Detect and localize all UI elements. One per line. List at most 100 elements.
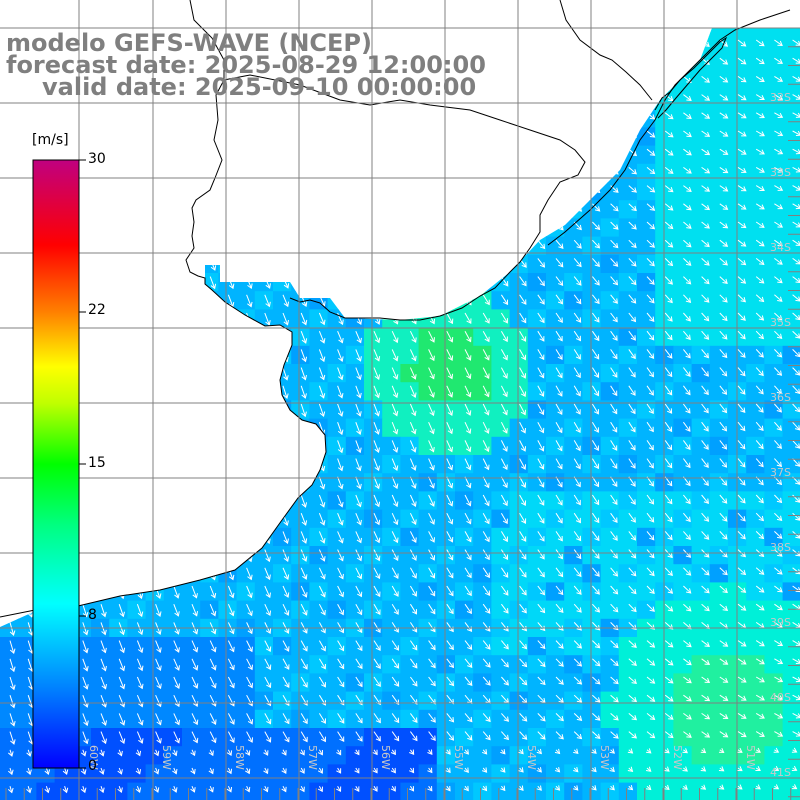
wind-cell [345,509,365,529]
wind-arrow [682,421,691,432]
wind-arrow [555,713,564,722]
wind-arrow [573,330,581,342]
wind-cell [618,564,638,583]
wind-cell [418,637,438,656]
wind-arrow [482,258,491,269]
wind-cell [673,418,693,438]
wind-arrow [409,203,418,214]
wind-cell [436,637,456,656]
wind-arrow [646,349,655,359]
wind-arrow [318,440,326,454]
wind-arrow [573,494,581,506]
wind-arrow [336,785,342,793]
wind-arrow [173,403,179,418]
wind-cell [673,36,693,56]
wind-arrow [792,621,800,628]
wind-arrow [355,112,363,124]
wind-cell [182,746,201,765]
wind-cell [764,291,784,310]
wind-arrow [555,367,563,379]
wind-arrow [391,603,399,615]
wind-arrow [118,149,126,162]
wind-arrow [9,567,16,582]
wind-arrow [482,713,491,723]
wind-arrow [191,367,198,382]
wind-cell [400,291,420,310]
wind-arrow [355,640,363,652]
wind-arrow [337,585,344,598]
wind-arrow [173,258,180,272]
wind-arrow [26,422,33,437]
wind-arrow [701,112,711,119]
wind-cell [582,400,602,420]
wind-cell [527,145,547,165]
wind-arrow [208,785,214,793]
wind-cell [400,163,420,183]
wind-cell [491,600,511,620]
wind-cell [0,546,19,565]
wind-cell [382,527,401,547]
wind-cell [491,691,511,711]
wind-arrow [537,294,545,305]
wind-arrow [155,549,162,563]
wind-cell [582,637,602,656]
wind-cell [491,655,511,674]
wind-cell [637,673,656,693]
wind-cell [746,327,765,347]
wind-cell [218,728,238,747]
wind-arrow [337,148,345,160]
wind-cell [382,782,401,800]
wind-arrow [136,149,144,162]
wind-cell [400,218,420,238]
wind-cell [491,564,511,583]
wind-cell [509,746,529,765]
wind-arrow [355,440,362,454]
wind-arrow [300,731,308,743]
wind-cell [345,455,365,474]
wind-cell [382,345,401,365]
wind-cell [637,145,656,165]
wind-arrow [500,767,506,773]
wind-arrow [446,658,454,669]
wind-cell [782,72,800,92]
wind-arrow [719,258,728,266]
wind-cell [546,91,565,110]
wind-arrow [318,349,326,363]
wind-cell [527,91,547,110]
wind-cell [236,218,256,238]
wind-arrow [118,331,125,346]
wind-cell [455,637,474,656]
wind-cell [163,509,183,529]
wind-cell [546,254,565,274]
wind-cell [182,309,201,329]
wind-arrow [519,731,528,740]
wind-cell [618,782,638,800]
wind-cell [254,364,274,383]
wind-cell [145,473,165,492]
wind-arrow [755,512,764,522]
wind-arrow [300,640,308,652]
wind-cell [254,127,274,147]
wind-arrow [592,94,601,103]
wind-cell [527,546,547,565]
wind-arrow [683,130,692,138]
wind-cell [200,764,219,784]
wind-cell [618,273,638,292]
wind-arrow [792,130,800,137]
wind-arrow [409,221,418,233]
wind-arrow [337,367,344,381]
wind-arrow [482,94,491,104]
wind-cell [746,455,765,474]
wind-cell [782,327,800,347]
wind-cell [163,236,183,256]
wind-arrow [664,385,673,396]
wind-arrow [9,658,16,673]
wind-cell [400,673,420,693]
wind-arrow [773,765,780,771]
wind-cell [163,546,183,565]
wind-arrow [701,203,711,211]
wind-cell [327,364,347,383]
wind-cell [637,273,656,292]
wind-arrow [791,784,798,790]
wind-cell [582,0,601,19]
